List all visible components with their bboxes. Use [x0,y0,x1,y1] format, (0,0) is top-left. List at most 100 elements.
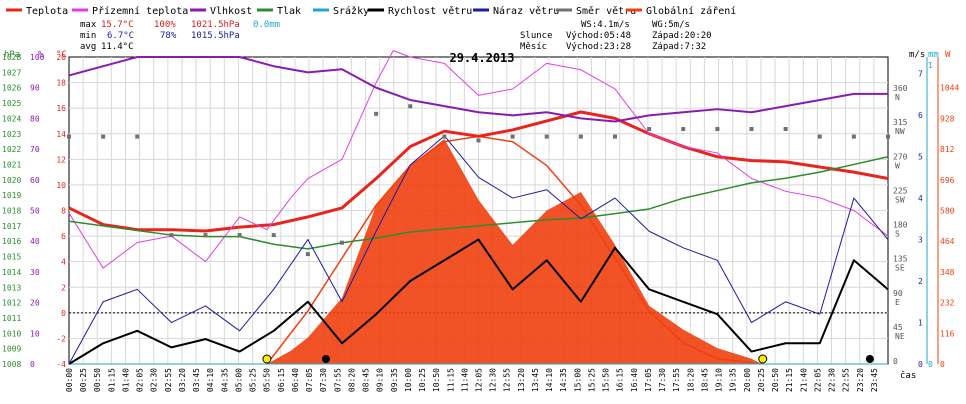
clear-sky-radiation-curve [266,135,762,365]
series-teplota [68,110,889,233]
time-tick-label: 22:05 [813,368,822,392]
pct-tick-label: 20 [30,299,40,308]
temp-tick-label: -4 [56,360,66,369]
time-tick-label: 22:55 [842,368,851,392]
wind-direction-point [544,134,549,139]
temp-axis-unit: °C [56,50,67,60]
time-tick-label: 07:55 [333,368,342,392]
wind-direction-point [101,134,106,139]
time-tick-label: 05:50 [263,368,272,392]
hpa-tick-label: 1020 [2,176,21,185]
time-tick-label: 23:45 [870,368,879,392]
sunrise-info: Východ:05:48 [566,31,631,41]
time-tick-label: 21:15 [785,368,794,392]
hpa-tick-label: 1014 [2,268,21,277]
dir-compass-label: W [895,161,900,170]
time-tick-label: 17:30 [658,368,667,392]
temp-tick-label: 12 [56,155,66,164]
sun-event-marker [758,354,768,364]
wind-direction-point [271,233,276,238]
time-tick-label: 10:25 [418,368,427,392]
chart-title: 29.4.2013 [449,51,514,65]
hpa-tick-label: 1027 [2,68,21,77]
stat-min-press: 1015.5hPa [191,31,240,41]
time-tick-label: 00:00 [65,368,74,392]
wind-direction-point [169,233,174,238]
time-tick-label: 06:15 [277,368,286,392]
w-tick-label: 348 [940,268,955,277]
hpa-tick-label: 1017 [2,222,21,231]
temp-tick-label: 16 [56,104,66,113]
time-tick-label: 16:40 [630,368,639,392]
axes: 00:00 00:25 00:50 01:15 01:40 02:05 02:30 02:55… [2,50,959,392]
wind-direction-point [749,127,754,132]
wind-direction-point [408,104,413,109]
wind-direction-point [237,233,242,238]
stat-max-hum: 100% [154,20,176,30]
temp-tick-label: 4 [61,258,66,267]
ms-tick-label: 5 [918,153,923,162]
dir-tick-label: 180 [893,221,908,230]
sunset-info: Západ:20:20 [652,31,712,41]
wind-direction-point [681,127,686,132]
dir-compass-label: NE [895,332,905,341]
time-tick-label: 13:45 [531,368,540,392]
legend-label: Tlak [277,6,301,17]
time-tick-label: 19:35 [729,368,738,392]
wind-direction-point [476,138,481,143]
time-tick-label: 09:10 [376,368,385,392]
ms-tick-label: 1 [918,319,923,328]
hpa-tick-label: 1019 [2,191,21,200]
time-axis-unit: čas [900,370,916,381]
time-tick-label: 23:20 [856,368,865,392]
temp-tick-label: 6 [61,232,66,241]
wind-direction-point [67,134,71,139]
dir-compass-label: SW [895,195,905,204]
time-tick-label: 07:05 [305,368,314,392]
time-tick-label: 13:20 [517,368,526,392]
time-tick-label: 18:45 [700,368,709,392]
time-tick-label: 01:40 [121,368,130,392]
time-tick-label: 05:25 [249,368,258,392]
hpa-tick-label: 1025 [2,99,21,108]
stat-min-temp: 6.7°C [107,31,134,41]
hpa-tick-label: 1009 [2,345,21,354]
stat-max-label: max [80,20,97,30]
ms-axis-unit: m/s [909,50,925,60]
stat-avg-label: avg [80,42,96,52]
legend-label: Srážky [333,5,369,17]
ms-tick-label: 3 [918,236,923,245]
pct-tick-label: 10 [30,329,40,338]
time-tick-label: 08:45 [362,368,371,392]
time-tick-label: 15:25 [587,368,596,392]
w-tick-label: 464 [940,237,955,246]
wind-direction-point [817,134,822,139]
time-tick-label: 03:45 [192,368,201,392]
legend-label: Směr větru [576,5,636,17]
time-tick-label: 00:50 [93,368,102,392]
wind-direction-point [851,134,856,139]
temp-tick-label: 8 [61,207,66,216]
series-rychlost-vetru [68,238,889,365]
pct-tick-label: 0 [30,360,35,369]
dir-tick-label: 270 [893,152,908,161]
legend-label: Rychlost větru [388,5,472,17]
wind-direction-point [613,134,617,139]
hpa-tick-label: 1026 [2,84,21,93]
hpa-tick-label: 1012 [2,299,21,308]
dir-compass-label: S [895,230,900,239]
hpa-tick-label: 1015 [2,253,21,262]
pct-tick-label: 70 [30,145,40,154]
dir-compass-label: SE [895,264,905,273]
w-axis-unit: W [945,50,951,60]
w-tick-label: 928 [940,114,955,123]
dir-tick-label: 90 [893,289,903,298]
w-tick-label: 1044 [940,84,959,93]
series-vlhkost [68,56,888,123]
time-tick-label: 10:50 [432,368,441,392]
temp-tick-label: 20 [56,53,66,62]
ms-tick-label: 0 [918,360,923,369]
stats-box: max 15.7°C 100% 1021.5hPa 0.0mm min 6.7°C 78% 10… [80,20,280,52]
ms-tick-label: 2 [918,277,923,286]
